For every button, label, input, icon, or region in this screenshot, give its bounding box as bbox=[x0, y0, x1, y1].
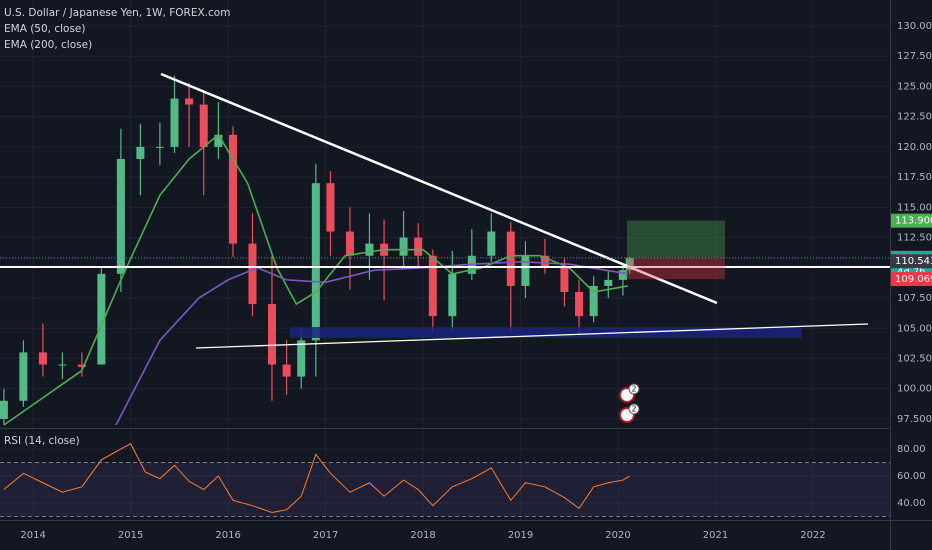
event-count: 2 bbox=[631, 405, 636, 414]
y-tick-label: 127.500 bbox=[897, 51, 932, 62]
rsi-line bbox=[3, 442, 630, 513]
price-label-box bbox=[891, 272, 932, 287]
y-tick-label: 130.000 bbox=[897, 21, 932, 32]
y-tick-label: 107.500 bbox=[897, 293, 932, 304]
y-tick-label: 125.000 bbox=[897, 81, 932, 92]
marks bbox=[0, 75, 634, 513]
candle-body bbox=[267, 304, 276, 365]
candle-body bbox=[428, 255, 437, 317]
candle-body bbox=[282, 364, 291, 377]
legend-title: U.S. Dollar / Japanese Yen, 1W, FOREX.co… bbox=[4, 7, 230, 19]
x-tick-label: 2021 bbox=[703, 530, 728, 541]
legend-entry: EMA (200, close) bbox=[4, 39, 92, 51]
candle-body bbox=[521, 255, 530, 286]
event-count: 2 bbox=[631, 385, 636, 394]
x-tick-label: 2018 bbox=[410, 530, 435, 541]
candle-body bbox=[185, 98, 194, 105]
event-badge bbox=[628, 383, 640, 395]
candle-body bbox=[116, 158, 125, 274]
x-tick-label: 2015 bbox=[118, 530, 143, 541]
y-tick-label: 40.00 bbox=[897, 498, 926, 509]
candle-body bbox=[155, 146, 164, 148]
y-tick-label: 105.000 bbox=[897, 323, 932, 334]
candle-body bbox=[487, 231, 496, 256]
candle-body bbox=[326, 183, 335, 232]
price-label-box bbox=[891, 254, 932, 269]
x-tick-label: 2016 bbox=[215, 530, 240, 541]
legend-entry: EMA (50, close) bbox=[4, 23, 86, 35]
candle-body bbox=[19, 352, 28, 401]
x-tick-label: 2019 bbox=[508, 530, 533, 541]
x-tick-label: 2017 bbox=[313, 530, 338, 541]
candle-body bbox=[297, 340, 306, 377]
profit-zone bbox=[627, 220, 725, 258]
candle-body bbox=[540, 255, 549, 268]
price-label: 113.900 bbox=[895, 216, 932, 227]
y-tick-label: 122.500 bbox=[897, 112, 932, 123]
candle-body bbox=[560, 267, 569, 292]
ema-line bbox=[3, 133, 628, 426]
candle-body bbox=[311, 183, 320, 341]
y-tick-label: 117.500 bbox=[897, 172, 932, 183]
candle-body bbox=[248, 243, 257, 305]
candle-body bbox=[448, 273, 457, 317]
candle-body bbox=[399, 237, 408, 256]
candle-body bbox=[589, 285, 598, 317]
support-zone bbox=[290, 327, 802, 338]
y-tick-label: 120.000 bbox=[897, 142, 932, 153]
candle-body bbox=[625, 258, 634, 271]
candle-body bbox=[228, 134, 237, 244]
candle-body bbox=[58, 364, 67, 366]
ema-line bbox=[115, 260, 628, 426]
candle-body bbox=[38, 352, 47, 365]
candle-body bbox=[199, 104, 208, 147]
event-badge bbox=[628, 403, 640, 415]
candle-body bbox=[0, 400, 8, 419]
candle-body bbox=[214, 134, 223, 147]
rsi-title: RSI (14, close) bbox=[4, 435, 80, 447]
price-label: 110.543 bbox=[895, 256, 932, 267]
candle-body bbox=[170, 98, 179, 147]
x-tick-label: 2014 bbox=[20, 530, 45, 541]
candle-body bbox=[414, 237, 423, 256]
overlay: 22 bbox=[0, 220, 890, 423]
y-tick-label: 100.000 bbox=[897, 384, 932, 395]
rsi-band bbox=[0, 462, 890, 517]
y-tick-label: 115.000 bbox=[897, 202, 932, 213]
y-tick-label: 97.500 bbox=[897, 414, 932, 425]
x-tick-label: 2020 bbox=[605, 530, 630, 541]
x-tick-label: 2022 bbox=[800, 530, 825, 541]
y-tick-label: 80.00 bbox=[897, 444, 926, 455]
candle-body bbox=[77, 364, 86, 367]
candle-body bbox=[345, 231, 354, 256]
price-label: 109.069 bbox=[895, 274, 932, 285]
y-tick-label: 102.500 bbox=[897, 353, 932, 364]
y-tick-label: 60.00 bbox=[897, 471, 926, 482]
candle-body bbox=[506, 231, 515, 286]
candle-body bbox=[604, 279, 613, 286]
candle-body bbox=[136, 146, 145, 159]
support-line bbox=[195, 323, 869, 349]
candle-body bbox=[97, 273, 106, 365]
y-tick-label: 112.500 bbox=[897, 233, 932, 244]
candle-body bbox=[575, 291, 584, 317]
candle-body bbox=[365, 243, 374, 256]
candle-body bbox=[618, 270, 627, 280]
price-label-box bbox=[891, 213, 932, 228]
trend-line bbox=[160, 72, 718, 305]
loss-zone bbox=[627, 257, 725, 280]
